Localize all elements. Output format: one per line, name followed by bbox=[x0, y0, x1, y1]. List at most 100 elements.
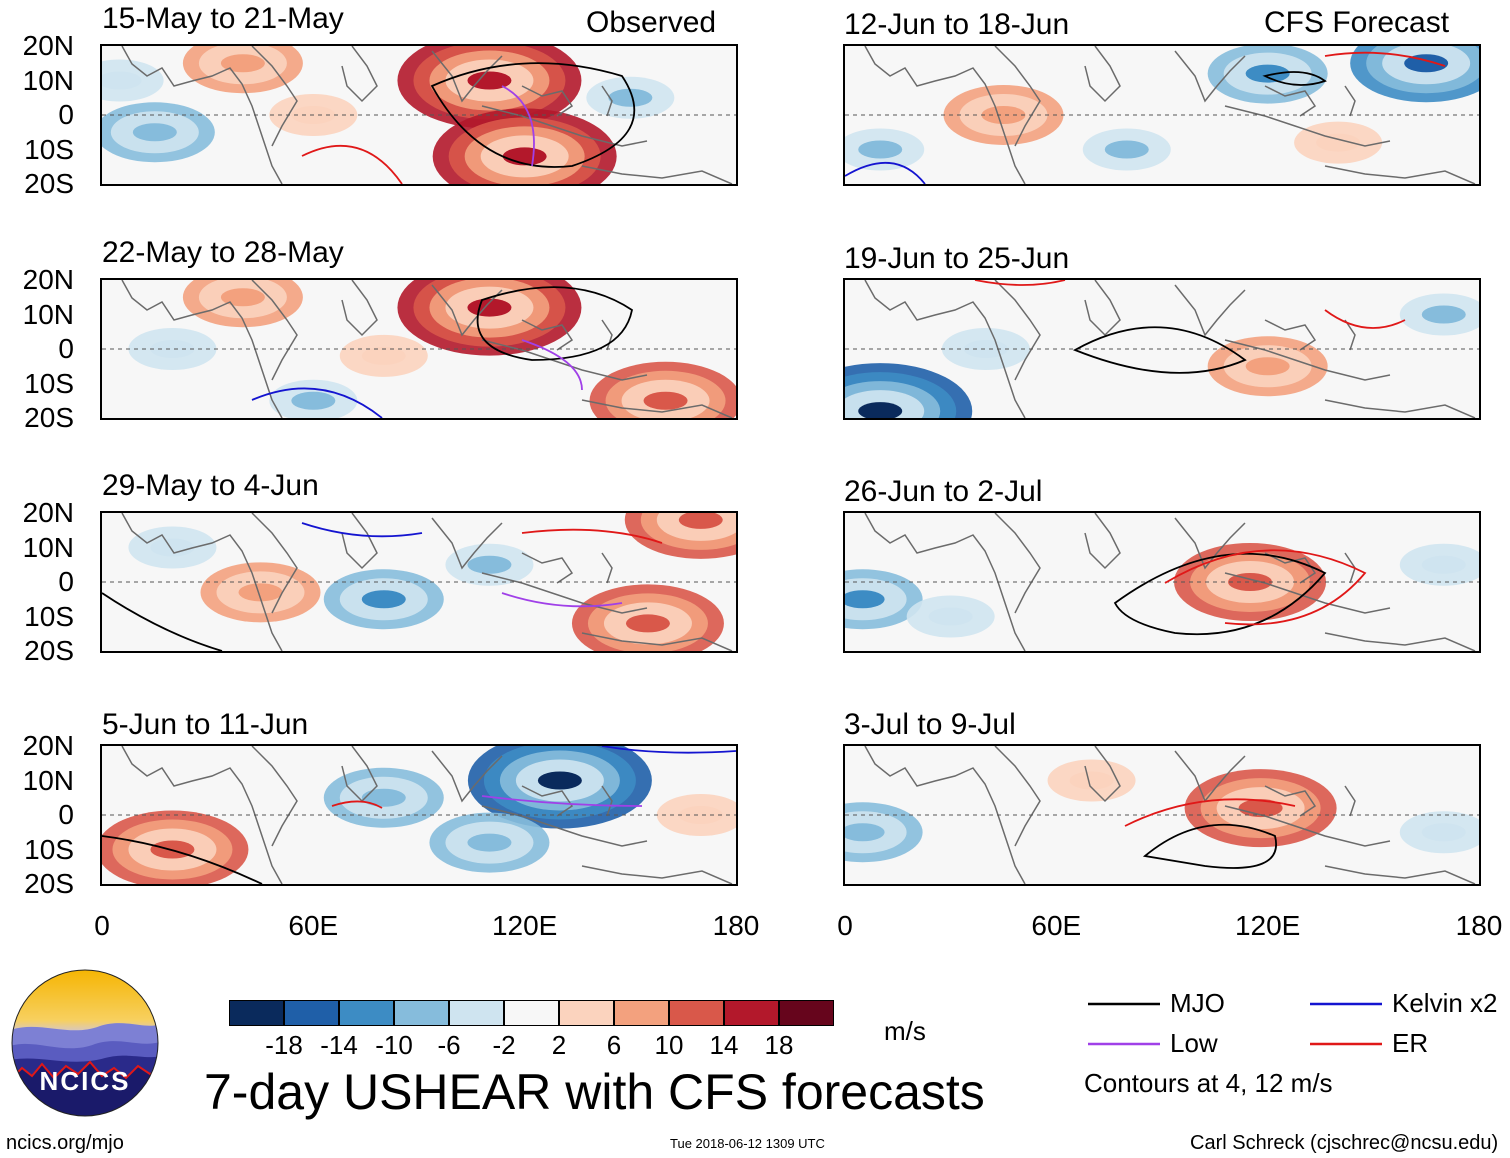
coastline bbox=[581, 399, 733, 418]
wave-contour bbox=[1262, 71, 1327, 86]
lat-tick-label: 0 bbox=[58, 799, 74, 830]
wave-contour bbox=[1324, 51, 1446, 67]
shear-anomaly-core bbox=[1228, 573, 1273, 591]
footer-credit: Carl Schreck (cjschrec@ncsu.edu) bbox=[1190, 1132, 1499, 1154]
colorbar-segment bbox=[669, 1000, 724, 1026]
coastline bbox=[431, 284, 503, 337]
wave-contour bbox=[1164, 549, 1367, 626]
coastline bbox=[1324, 399, 1476, 418]
colorbar-tick-label: 14 bbox=[709, 1030, 739, 1060]
shear-anomaly-core bbox=[537, 771, 582, 790]
coastline bbox=[251, 746, 298, 847]
shear-anomaly-core bbox=[928, 607, 973, 626]
colorbar-segment bbox=[394, 1000, 449, 1026]
shear-anomaly-core bbox=[1421, 305, 1466, 324]
colorbar-segment bbox=[559, 1000, 614, 1026]
coastline bbox=[121, 46, 283, 184]
colorbar-segment bbox=[724, 1000, 779, 1026]
coastline bbox=[1174, 750, 1246, 803]
coastline bbox=[121, 746, 283, 884]
coastline bbox=[121, 280, 283, 418]
logo-text: NCICS bbox=[40, 1066, 131, 1096]
coastline bbox=[251, 280, 298, 381]
wave-contour bbox=[430, 62, 636, 168]
coastline bbox=[994, 280, 1041, 381]
coastline bbox=[481, 339, 648, 381]
map-panel-2 bbox=[100, 278, 738, 420]
coastline bbox=[601, 319, 613, 351]
colorbar-tick-label: -14 bbox=[320, 1030, 358, 1060]
lat-tick-label: 20N bbox=[22, 497, 74, 528]
panel-title-7: 26-Jun to 2-Jul bbox=[844, 475, 1043, 508]
coastline bbox=[341, 513, 378, 570]
wave-contour bbox=[521, 339, 583, 391]
shear-anomaly-core bbox=[150, 538, 195, 557]
lat-tick-label: 0 bbox=[58, 333, 74, 364]
colorbar-segment bbox=[614, 1000, 669, 1026]
coastline bbox=[341, 46, 378, 103]
shear-anomaly-core bbox=[963, 340, 1008, 358]
lat-tick-label: 20S bbox=[24, 168, 74, 199]
panel-title-2: 22-May to 28-May bbox=[102, 236, 344, 269]
lat-tick-label: 20N bbox=[22, 30, 74, 61]
coastline bbox=[431, 517, 503, 570]
shear-anomaly-core bbox=[643, 391, 688, 410]
coastline bbox=[581, 165, 733, 184]
footer-url: ncics.org/mjo bbox=[6, 1132, 124, 1154]
legend: MJO Kelvin x2 Low ER Contours at 4, 12 m… bbox=[1084, 988, 1504, 1098]
shear-anomaly-core bbox=[1069, 771, 1114, 790]
heatmap-svg bbox=[102, 46, 736, 184]
coastline bbox=[521, 319, 574, 351]
shear-anomaly-core bbox=[1316, 133, 1361, 152]
shear-anomaly-core bbox=[1104, 140, 1149, 159]
shear-anomaly-core bbox=[361, 590, 406, 609]
coastline bbox=[601, 552, 613, 584]
coastline bbox=[1264, 319, 1317, 351]
lat-tick-label: 10S bbox=[24, 600, 74, 632]
panel-title-8: 3-Jul to 9-Jul bbox=[844, 708, 1016, 741]
colorbar-tick-label: 10 bbox=[654, 1030, 684, 1060]
lon-tick-label: 120E bbox=[491, 910, 558, 941]
shear-anomaly-core bbox=[467, 298, 512, 317]
shear-anomaly-core bbox=[678, 513, 723, 529]
colorbar-segment bbox=[504, 1000, 559, 1026]
shear-anomaly-core bbox=[981, 106, 1026, 124]
legend-label-er: ER bbox=[1392, 1028, 1429, 1058]
heatmap-svg bbox=[845, 280, 1479, 418]
coastline bbox=[994, 513, 1041, 614]
heatmap-svg bbox=[102, 513, 736, 651]
coastline bbox=[481, 572, 648, 614]
shear-anomaly-core bbox=[1421, 555, 1466, 574]
lat-tick-label: 10N bbox=[22, 64, 74, 96]
colorbar-segment bbox=[449, 1000, 504, 1026]
coastline bbox=[1344, 85, 1356, 117]
panel-title-5: 12-Jun to 18-Jun bbox=[844, 8, 1070, 41]
wave-contour bbox=[301, 144, 403, 184]
map-panel-5 bbox=[843, 44, 1481, 186]
colorbar-segment bbox=[284, 1000, 339, 1026]
lon-tick-label: 180 bbox=[1455, 910, 1503, 941]
panel-title-3: 29-May to 4-Jun bbox=[102, 469, 319, 502]
coastline bbox=[994, 46, 1041, 147]
lon-tick-label: 60E bbox=[1031, 910, 1082, 941]
shear-anomaly-core bbox=[845, 823, 885, 842]
lat-tick-label: 10N bbox=[22, 764, 74, 796]
shear-anomaly-core bbox=[678, 806, 723, 824]
lat-tick-label: 20N bbox=[22, 264, 74, 295]
shear-anomaly-core bbox=[132, 123, 177, 142]
wave-contour bbox=[251, 387, 383, 418]
wave-contour bbox=[1142, 823, 1277, 869]
lat-tick-label: 10S bbox=[24, 133, 74, 165]
coastline bbox=[1224, 805, 1391, 847]
heatmap-svg bbox=[102, 280, 736, 418]
coastline bbox=[1224, 105, 1391, 147]
wave-contour bbox=[501, 592, 623, 608]
map-panel-6 bbox=[843, 278, 1481, 420]
observed-label: Observed bbox=[586, 6, 717, 39]
shear-anomaly-core bbox=[102, 71, 142, 90]
wave-contour bbox=[331, 800, 383, 809]
shear-anomaly-core bbox=[361, 788, 406, 807]
panel-title-4: 5-Jun to 11-Jun bbox=[102, 708, 309, 741]
chart-title: 7-day USHEAR with CFS forecasts bbox=[204, 1064, 985, 1120]
shear-anomaly-core bbox=[238, 583, 283, 602]
